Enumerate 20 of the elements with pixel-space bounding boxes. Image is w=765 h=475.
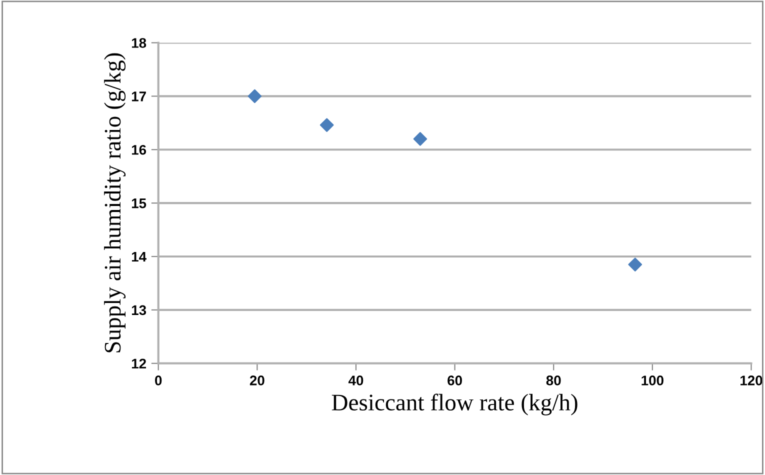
point bbox=[320, 118, 334, 132]
y-tick-label: 15 bbox=[132, 198, 146, 208]
y-tick-label: 14 bbox=[132, 252, 146, 262]
y-tick-label: 17 bbox=[132, 92, 146, 102]
point bbox=[413, 132, 428, 146]
x-tick-label: 40 bbox=[348, 376, 364, 386]
x-tick-label: 20 bbox=[250, 376, 264, 386]
y-tick-label: 18 bbox=[132, 38, 146, 48]
x-tick-label: 120 bbox=[740, 376, 762, 386]
y-tick-label: 12 bbox=[132, 358, 146, 368]
x-tick-label: 80 bbox=[546, 376, 561, 386]
point bbox=[248, 89, 262, 104]
x-axis-title: Desiccant flow rate (kg/h) bbox=[332, 394, 578, 416]
y-tick-label: 13 bbox=[132, 305, 146, 316]
x-tick-label: 0 bbox=[155, 376, 162, 386]
x-tick-label: 100 bbox=[642, 376, 664, 386]
point bbox=[628, 258, 642, 272]
x-tick-label: 60 bbox=[448, 376, 462, 386]
y-axis-title: Supply air humidity ratio (g/kg) bbox=[104, 53, 126, 352]
y-tick-label: 16 bbox=[132, 144, 146, 155]
